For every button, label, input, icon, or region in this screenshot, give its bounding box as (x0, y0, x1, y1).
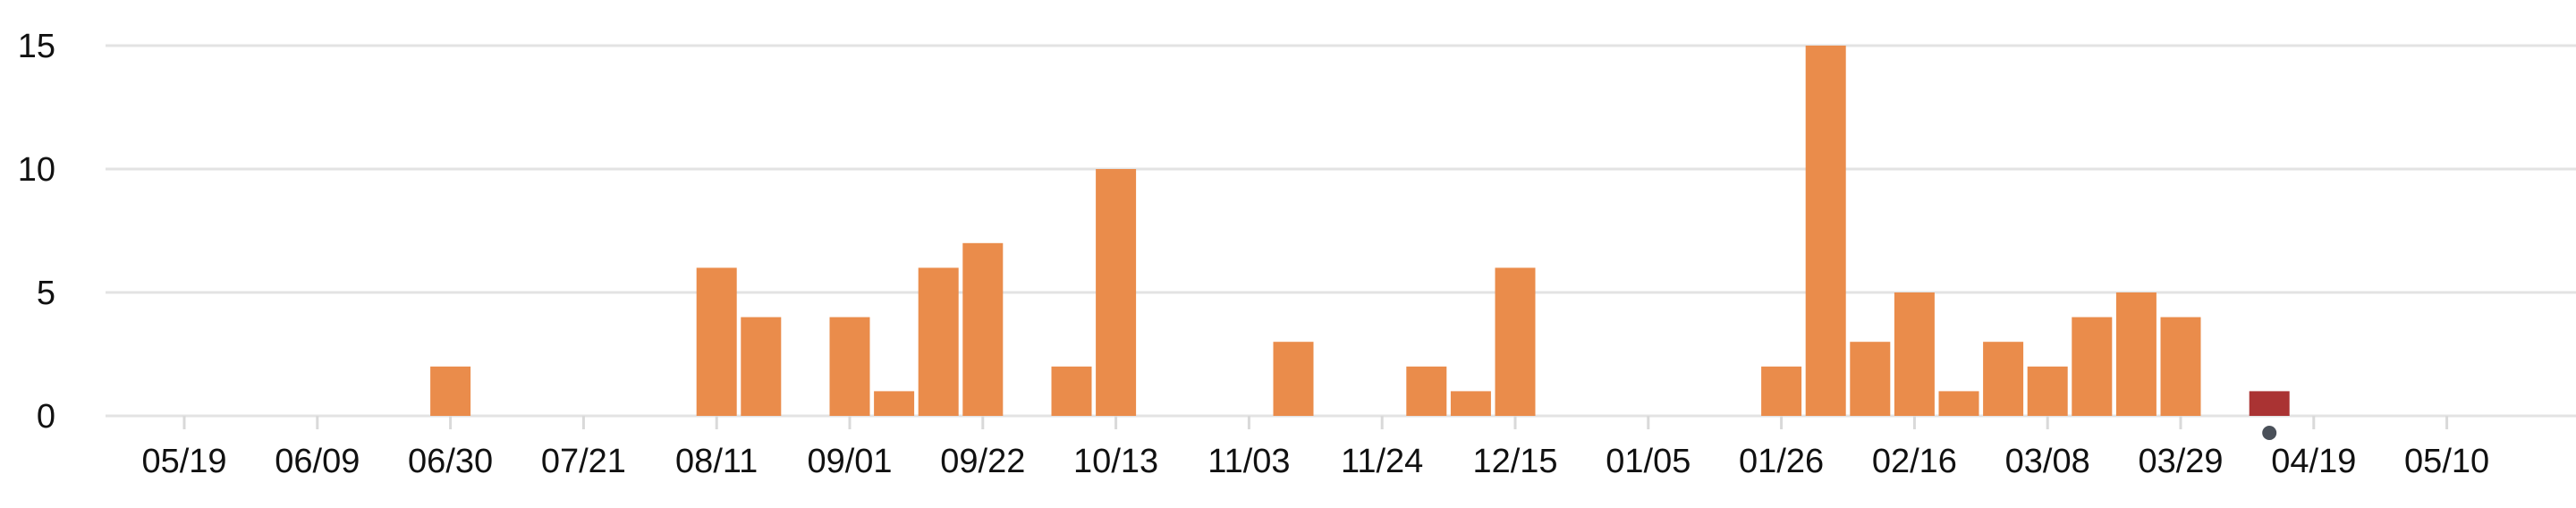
x-tick-label: 02/16 (1872, 443, 1957, 480)
x-tick-label: 08/11 (675, 443, 758, 480)
bar[interactable] (430, 366, 471, 416)
x-tick-label: 07/21 (541, 443, 626, 480)
bar[interactable] (2027, 366, 2068, 416)
bar[interactable] (1450, 391, 1491, 416)
bar[interactable] (1406, 366, 1447, 416)
current-week-dot (2262, 426, 2277, 440)
x-tick-label: 06/09 (275, 443, 360, 480)
bar[interactable] (1096, 169, 1137, 416)
bar[interactable] (1850, 342, 1891, 416)
x-tick-label: 12/15 (1472, 443, 1557, 480)
bar[interactable] (1805, 46, 1846, 416)
x-tick-label: 01/05 (1606, 443, 1690, 480)
bar[interactable] (1051, 366, 1092, 416)
x-tick-label: 10/13 (1073, 443, 1158, 480)
x-tick-label: 05/10 (2404, 443, 2489, 480)
x-axis: 05/19 06/09 06/30 07/21 08/11 09/01 09/22 10/13… (141, 416, 2489, 480)
bar[interactable] (829, 317, 870, 416)
x-tick-label: 05/19 (141, 443, 226, 480)
bar[interactable] (2160, 317, 2201, 416)
x-tick-label: 04/19 (2271, 443, 2356, 480)
x-tick-label: 09/22 (940, 443, 1025, 480)
bar[interactable] (1761, 366, 1802, 416)
y-tick-label: 10 (18, 151, 55, 189)
bar[interactable] (2115, 292, 2157, 416)
x-tick-label: 11/03 (1208, 443, 1290, 480)
x-tick-label: 03/08 (2005, 443, 2090, 480)
bar[interactable] (1495, 267, 1536, 416)
current-week-marker (2262, 426, 2277, 440)
bar[interactable] (1273, 342, 1314, 416)
y-tick-label: 5 (37, 275, 55, 312)
bar[interactable] (1894, 292, 1935, 416)
bar[interactable] (1983, 342, 2024, 416)
x-tick-label: 11/24 (1341, 443, 1423, 480)
bar[interactable] (1938, 391, 1979, 416)
bar[interactable] (2072, 317, 2113, 416)
bar[interactable] (962, 242, 1004, 416)
bar[interactable] (874, 391, 915, 416)
bar[interactable] (741, 317, 782, 416)
bar[interactable] (696, 267, 737, 416)
x-tick-label: 09/01 (807, 443, 892, 480)
bar[interactable] (918, 267, 959, 416)
y-axis-labels: 0 5 10 15 (18, 28, 55, 436)
x-tick-label: 06/30 (408, 443, 493, 480)
y-tick-label: 15 (18, 28, 55, 65)
bars (430, 46, 2290, 416)
x-tick-label: 03/29 (2138, 443, 2223, 480)
y-tick-label: 0 (37, 398, 55, 436)
grid-lines (106, 44, 2576, 418)
current-week-bar[interactable] (2249, 391, 2290, 416)
x-tick-label: 01/26 (1739, 443, 1824, 480)
